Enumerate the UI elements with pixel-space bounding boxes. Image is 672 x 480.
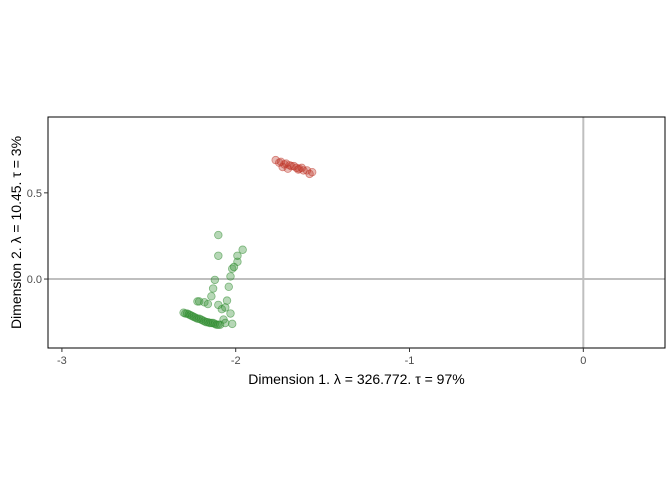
x-axis-title: Dimension 1. λ = 326.772. τ = 97% [248, 371, 464, 387]
x-tick-label: -1 [405, 355, 415, 367]
panel-border [47, 116, 666, 349]
data-point-series-1 [307, 167, 317, 177]
y-tick-label: 0.0 [27, 274, 42, 286]
data-point-series-2 [214, 251, 223, 260]
data-points [179, 155, 317, 329]
data-point-series-2 [222, 296, 232, 305]
x-axis: -3 -2 -1 0 [57, 348, 586, 367]
x-tick-label: -3 [57, 355, 67, 367]
data-point-series-1 [278, 162, 287, 172]
y-axis: 0.0 0.5 [27, 188, 48, 286]
data-point-series-2 [228, 319, 237, 329]
data-point-series-2 [203, 299, 213, 309]
data-point-series-2 [210, 275, 220, 285]
plot-area [48, 117, 665, 348]
data-point-series-2 [214, 230, 223, 240]
data-point-series-2 [226, 272, 235, 281]
data-point-series-1 [294, 165, 303, 174]
data-point-series-2 [214, 300, 223, 310]
data-point-series-2 [238, 245, 247, 254]
data-point-series-1 [283, 164, 293, 173]
x-tick-label: -2 [231, 355, 241, 367]
data-point-series-2 [208, 284, 218, 293]
data-point-series-2 [226, 309, 235, 318]
x-tick-label: 0 [580, 355, 586, 367]
y-axis-title: Dimension 2. λ = 10.45. τ = 3% [8, 136, 24, 329]
data-point-series-2 [207, 292, 216, 301]
data-point-series-2 [233, 251, 242, 260]
data-point-series-2 [228, 264, 237, 273]
y-tick-label: 0.5 [27, 188, 42, 200]
data-point-series-2 [214, 320, 223, 329]
data-point-series-2 [224, 282, 233, 292]
